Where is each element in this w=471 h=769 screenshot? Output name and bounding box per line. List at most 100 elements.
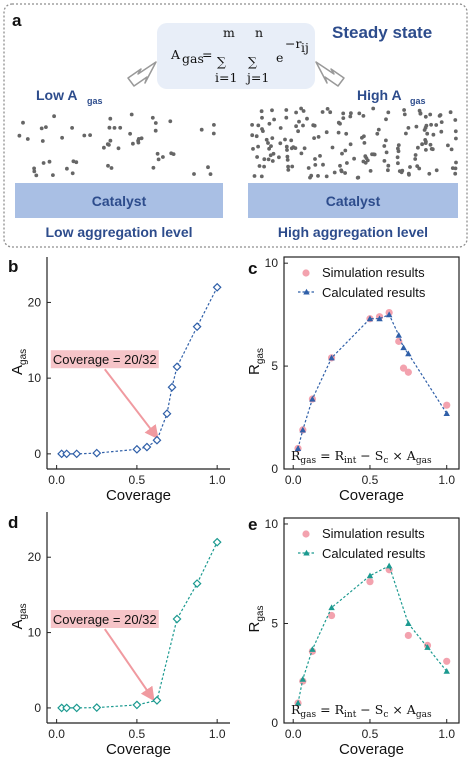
gas-particle: [406, 171, 411, 176]
gas-particle: [316, 174, 320, 178]
calculated-line: [297, 313, 448, 449]
y-tick-label: 0: [34, 447, 41, 461]
gas-particle: [382, 144, 387, 148]
equation-term: R: [335, 448, 345, 463]
gas-particle: [439, 129, 444, 134]
annotation-box: [50, 610, 159, 629]
gas-particle: [250, 123, 255, 127]
gas-particle: [270, 159, 275, 163]
gas-particle: [285, 154, 290, 159]
gas-particle: [338, 163, 342, 168]
data-point: [62, 703, 72, 713]
gas-particle: [371, 152, 376, 157]
gas-particle: [448, 110, 453, 115]
simulation-point: [395, 337, 403, 345]
equation-term: S: [375, 702, 384, 717]
gas-particle: [424, 148, 428, 152]
gas-particle: [454, 136, 458, 141]
gas-particle: [438, 113, 443, 117]
gas-particle: [41, 161, 46, 165]
gas-particle: [417, 108, 422, 113]
calc-marker: [424, 644, 431, 650]
gas-particle: [328, 110, 333, 115]
gas-particle: [313, 157, 317, 161]
formula-exponent: −r: [285, 36, 301, 51]
gas-particle: [131, 141, 135, 146]
legend-sim-marker: [302, 269, 310, 277]
calc-marker: [443, 410, 450, 416]
gas-particle: [339, 169, 344, 174]
gas-particle: [21, 120, 25, 125]
gas-particle: [264, 137, 269, 142]
gas-particle: [32, 169, 37, 174]
gas-particle: [296, 129, 300, 134]
gas-particle: [404, 131, 408, 136]
equation-term: A: [406, 448, 417, 463]
gas-particle: [453, 171, 458, 176]
formula-sum1-bottom: i=1: [215, 70, 237, 85]
x-tick-label: 0.0: [285, 727, 302, 741]
x-tick-label: 1.0: [438, 473, 455, 487]
simulation-point: [399, 364, 408, 372]
gas-particle: [299, 151, 304, 156]
arrow-to-high-icon: [315, 61, 345, 87]
gas-particle: [129, 112, 134, 117]
gas-particle: [384, 150, 389, 155]
gas-particle: [349, 111, 353, 116]
equation: Rgas = Rint − Sc × Agas: [291, 448, 432, 466]
gas-particle: [257, 164, 262, 168]
annotation-label: Coverage = 20/32: [53, 612, 157, 627]
gas-particle: [449, 147, 454, 152]
calc-marker: [385, 562, 393, 569]
y-axis-label-main: A: [9, 365, 26, 375]
gas-particle: [252, 174, 257, 178]
equation-term: ×: [388, 448, 406, 463]
gas-particle: [318, 154, 322, 158]
equation-subscript: c: [383, 710, 388, 720]
equation-term: =: [316, 448, 334, 463]
plot-frame: [283, 517, 460, 724]
gas-particle: [266, 141, 270, 145]
gas-particle: [382, 159, 387, 163]
gas-particle: [418, 111, 423, 116]
gas-particle: [427, 171, 432, 176]
gas-particle: [396, 161, 400, 166]
x-tick-label: 0.0: [48, 727, 65, 741]
y-axis-label-main: R: [246, 622, 263, 633]
gas-particle: [434, 123, 439, 127]
panel-d-label: d: [8, 513, 18, 532]
calc-marker: [443, 668, 450, 674]
gas-particle: [270, 136, 275, 141]
gas-particle: [408, 165, 412, 169]
gas-particle: [116, 146, 121, 151]
gas-particle: [341, 116, 346, 120]
steady-state-title: Steady state: [332, 23, 432, 42]
high-label-sub: gas: [410, 96, 426, 106]
gas-particle: [151, 165, 156, 170]
formula-box: [157, 23, 315, 89]
gas-particle: [150, 115, 155, 120]
y-axis-label-main: R: [246, 364, 263, 375]
formula-sum1-top: m: [223, 25, 235, 40]
gas-particle: [386, 168, 390, 173]
equation-term: A: [406, 702, 417, 717]
annotation-box: [50, 350, 159, 369]
x-tick-label: 0.5: [362, 473, 379, 487]
gas-particle: [362, 141, 367, 145]
y-tick-label: 0: [271, 716, 278, 730]
gas-particle: [311, 123, 316, 128]
gas-particle: [453, 129, 458, 134]
calc-marker: [309, 646, 316, 652]
panel-c-label: c: [248, 259, 257, 278]
gas-particle: [71, 159, 76, 164]
formula-lhs: A: [170, 47, 181, 62]
gas-particle: [32, 166, 36, 171]
gas-particle: [278, 141, 283, 146]
gas-particle: [254, 134, 259, 139]
calc-marker: [309, 395, 316, 402]
simulation-point: [404, 631, 412, 640]
equation-subscript: c: [383, 456, 388, 466]
y-axis-label: Rgas: [246, 348, 266, 375]
gas-particle: [153, 121, 158, 125]
gas-particle: [384, 117, 388, 122]
